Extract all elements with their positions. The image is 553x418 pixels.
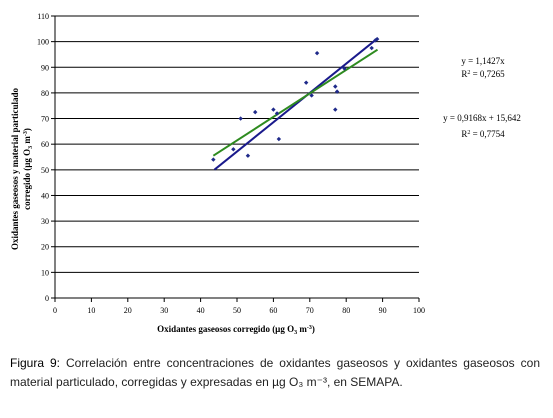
data-point [334,89,340,94]
trendline-2 [212,48,379,157]
data-point [276,136,282,142]
y-tick-label: 60 [41,140,49,149]
y-tick-label: 10 [41,268,49,277]
data-point [271,107,276,112]
data-point [245,153,251,158]
trendline-2-equation: y = 0,9168x + 15,642 [443,113,521,123]
data-point [303,80,309,85]
y-tick-label: 0 [45,294,49,303]
data-point [253,109,258,115]
y-tick-label: 50 [41,166,49,175]
axes [51,15,420,302]
figure-caption-text: Correlación entre concentraciones de oxi… [10,356,541,389]
y-tick-labels: 0 10 20 30 40 50 60 70 80 90 100 110 [37,12,49,303]
x-tick-label: 60 [269,306,277,315]
data-point [374,36,380,42]
y-axis-title: Oxidantes gaseosos y material particulad… [10,88,34,250]
data-point [274,111,280,116]
y-tick-label: 100 [37,38,49,47]
x-tick-labels: 0 10 20 30 40 50 60 70 80 90 100 [53,306,425,315]
trendline-1-r2: R2 = 0,7265 [461,69,505,79]
scatter-chart: 0 10 20 30 40 50 60 70 80 90 100 110 0 10 20 30 40 50 60 7… [10,12,521,336]
data-point [333,107,338,112]
trendline-2-r2: R2 = 0,7754 [461,129,505,139]
data-point [342,66,347,71]
y-tick-label: 20 [41,243,49,252]
x-tick-label: 100 [413,306,425,315]
x-tick-label: 40 [197,306,205,315]
data-point [369,45,374,51]
x-tick-label: 70 [306,306,314,315]
figure-caption-label: Figura 9: [10,356,60,370]
x-tick-label: 90 [379,306,387,315]
trendline-1-equation: y = 1,1427x [461,56,505,66]
data-points [211,36,380,162]
y-axis-title-line2: corregido (µg O3 m-3) [22,128,34,210]
y-tick-label: 70 [41,115,49,124]
x-tick-label: 20 [124,306,132,315]
data-point [231,147,236,152]
x-tick-label: 10 [87,306,95,315]
data-point [211,157,216,162]
gridlines [55,15,419,273]
data-point [309,93,314,98]
y-tick-label: 40 [41,191,49,200]
x-tick-label: 0 [53,306,57,315]
figure-caption: Figura 9: Correlación entre concentracio… [10,354,540,392]
x-tick-label: 50 [233,306,241,315]
x-tick-label: 80 [342,306,350,315]
x-axis-title: Oxidantes gaseosos corregido (µg O3 m-3) [157,324,315,336]
x-tick-label: 30 [160,306,168,315]
trendline-1 [213,37,379,171]
y-tick-label: 90 [41,63,49,72]
y-tick-label: 80 [41,89,49,98]
y-axis-title-line1: Oxidantes gaseosos y material particulad… [10,88,20,250]
trendlines [212,37,379,171]
y-tick-label: 110 [37,12,49,21]
y-tick-label: 30 [41,217,49,226]
data-point [314,50,320,56]
data-point [333,84,338,89]
data-point [238,116,243,121]
